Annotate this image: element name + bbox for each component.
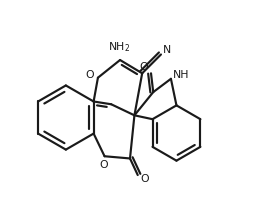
- Text: O: O: [140, 62, 148, 72]
- Text: O: O: [140, 174, 149, 184]
- Text: NH: NH: [173, 71, 190, 80]
- Text: N: N: [163, 45, 171, 55]
- Text: NH$_2$: NH$_2$: [108, 40, 130, 54]
- Text: O: O: [86, 70, 94, 80]
- Text: O: O: [99, 160, 108, 170]
